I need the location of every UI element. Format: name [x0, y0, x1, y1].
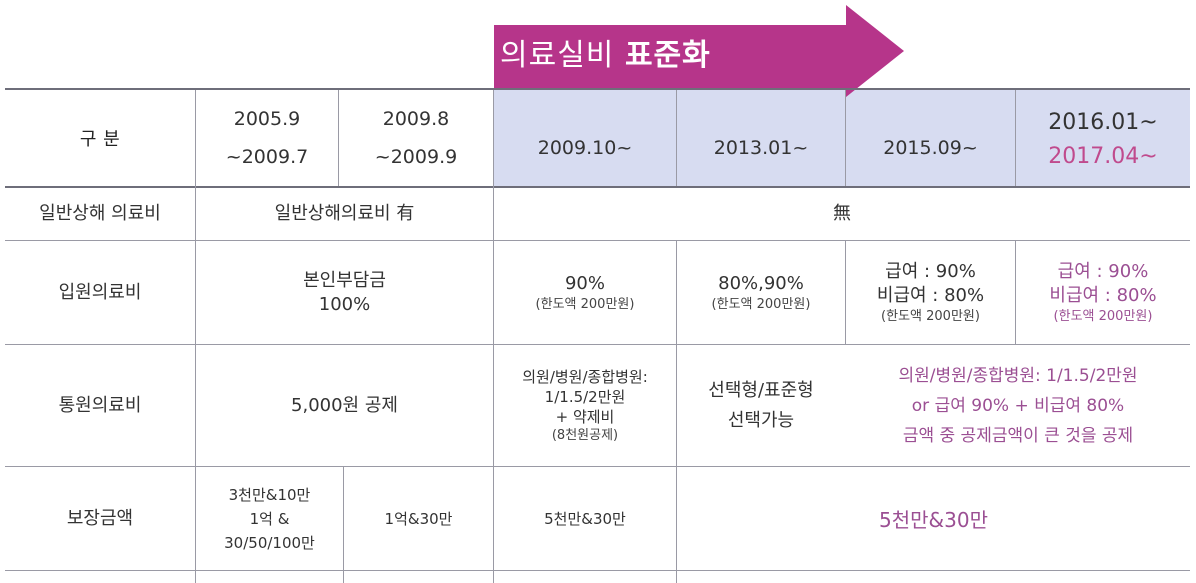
row-inpatient-left-line2: 100% [318, 293, 371, 315]
standardization-arrow [494, 5, 904, 97]
header-col-2005-end: ~2009.7 [225, 146, 309, 168]
row-coverage-c1-line1: 3천만&10만 [228, 485, 311, 504]
row-inpatient-c5-limit: (한도액 200만원) [881, 308, 980, 324]
vline-c1 [338, 90, 339, 186]
row-outpatient-c56-line1: 의원/병원/종합병원: 1/1.5/2만원 [898, 365, 1138, 386]
row-outpatient-label-text: 통원의료비 [58, 394, 142, 416]
row-coverage-c1-line3: 30/50/100만 [224, 533, 315, 552]
header-col-2016-start: 2016.01~ [1048, 110, 1158, 135]
row-coverage-c2-text: 1억&30만 [384, 509, 453, 528]
header-col-2009-8: 2009.8 ~2009.9 [339, 90, 493, 186]
row-injury-right: 無 [494, 188, 1190, 240]
row-inpatient-label-text: 입원의료비 [58, 281, 142, 303]
rule-row1 [5, 240, 1190, 241]
vline-c5b [1015, 240, 1016, 344]
vline-c3 [676, 90, 677, 186]
header-col-2005-start: 2005.9 [233, 108, 301, 130]
row-inpatient-label: 입원의료비 [5, 241, 195, 344]
row-outpatient-c4-line2: 선택가능 [727, 409, 795, 431]
header-row-label: 구 분 [5, 90, 195, 186]
row-inpatient-c5-noncovered: 비급여 : 80% [876, 284, 985, 306]
header-tint-standardized [494, 90, 1190, 186]
row-injury-label-text: 일반상해 의료비 [39, 203, 161, 224]
rule-row4 [5, 570, 1190, 571]
row-inpatient-c3-limit: (한도액 200만원) [535, 296, 635, 312]
row-inpatient-c4-limit: (한도액 200만원) [711, 296, 811, 312]
vline-c1b [343, 466, 344, 583]
row-outpatient-c56-line3: 금액 중 공제금액이 큰 것을 공제 [902, 425, 1134, 446]
row-coverage-c3: 5천만&30만 [494, 467, 676, 570]
row-outpatient-c3: 의원/병원/종합병원: 1/1.5/2만원 + 약제비 (8천원공제) [494, 345, 676, 466]
rule-row3 [5, 466, 1190, 467]
row-inpatient-left: 본인부담금 100% [196, 241, 493, 344]
header-col-2009-10: 2009.10~ [494, 110, 676, 186]
header-col-2013: 2013.01~ [677, 110, 845, 186]
row-inpatient-c4-value: 80%,90% [718, 272, 804, 294]
row-inpatient-c6: 급여 : 90% 비급여 : 80% (한도액 200만원) [1016, 241, 1190, 344]
row-coverage-c456-text: 5천만&30만 [879, 508, 988, 532]
row-outpatient-c56-line2: or 급여 90% + 비급여 80% [911, 395, 1125, 416]
row-inpatient-left-line1: 본인부담금 [303, 269, 386, 291]
header-col-2016-end: 2017.04~ [1048, 144, 1158, 169]
row-injury-left-text: 일반상해의료비 有 [274, 203, 415, 224]
row-inpatient-c5-covered: 급여 : 90% [885, 260, 976, 282]
row-outpatient-c3-line3: + 약제비 [555, 407, 615, 426]
row-outpatient-c56: 의원/병원/종합병원: 1/1.5/2만원 or 급여 90% + 비급여 80… [846, 345, 1190, 466]
vline-c4 [845, 90, 846, 186]
row-inpatient-c3-value: 90% [564, 272, 605, 294]
row-coverage-c456: 5천만&30만 [677, 467, 1190, 570]
row-injury-label: 일반상해 의료비 [5, 188, 195, 240]
row-inpatient-c3: 90% (한도액 200만원) [494, 241, 676, 344]
header-col-2009-8-start: 2009.8 [382, 108, 450, 130]
banner-label: 의료실비 표준화 [500, 30, 840, 74]
row-injury-right-text: 無 [833, 203, 851, 224]
banner-label-bold: 표준화 [624, 38, 711, 73]
row-inpatient-c5: 급여 : 90% 비급여 : 80% (한도액 200만원) [846, 241, 1015, 344]
rule-row2 [5, 344, 1190, 345]
rule-top [5, 88, 1190, 90]
row-coverage-c2: 1억&30만 [344, 467, 493, 570]
vline-c5 [1015, 90, 1016, 186]
row-outpatient-c4-line1: 선택형/표준형 [708, 379, 814, 401]
row-coverage-c1: 3천만&10만 1억 & 30/50/100만 [196, 467, 343, 570]
header-col-2009-10-text: 2009.10~ [537, 137, 633, 159]
row-coverage-label: 보장금액 [5, 467, 195, 570]
row-outpatient-label: 통원의료비 [5, 345, 195, 466]
header-col-2009-8-end: ~2009.9 [374, 146, 458, 168]
header-row-label-text: 구 분 [79, 129, 121, 150]
row-coverage-c3-text: 5천만&30만 [544, 509, 626, 528]
row-coverage-c1-line2: 1억 & [249, 509, 290, 528]
row-outpatient-c3-line4: (8천원공제) [551, 427, 619, 443]
vline-c4b [845, 240, 846, 344]
header-col-2015-text: 2015.09~ [883, 137, 978, 159]
row-outpatient-left: 5,000원 공제 [196, 345, 493, 466]
header-col-2015: 2015.09~ [846, 110, 1015, 186]
rule-header-bottom [5, 186, 1190, 188]
row-inpatient-c6-covered: 급여 : 90% [1057, 260, 1149, 282]
row-coverage-label-text: 보장금액 [66, 507, 134, 529]
row-outpatient-c3-line1: 의원/병원/종합병원: [522, 367, 648, 386]
row-outpatient-c4: 선택형/표준형 선택가능 [677, 345, 845, 466]
header-col-2005: 2005.9 ~2009.7 [196, 90, 338, 186]
header-col-2016: 2016.01~ 2017.04~ [1016, 94, 1190, 186]
row-inpatient-c6-noncovered: 비급여 : 80% [1049, 284, 1157, 306]
row-outpatient-c3-line2: 1/1.5/2만원 [544, 387, 626, 406]
row-inpatient-c4: 80%,90% (한도액 200만원) [677, 241, 845, 344]
row-injury-left: 일반상해의료비 有 [196, 188, 493, 240]
vline-label [195, 90, 196, 583]
vline-c3b [676, 240, 677, 583]
row-inpatient-c6-limit: (한도액 200만원) [1053, 308, 1153, 324]
banner-label-normal: 의료실비 [500, 38, 625, 73]
row-outpatient-left-text: 5,000원 공제 [291, 394, 398, 416]
header-col-2013-text: 2013.01~ [713, 137, 809, 159]
vline-c2 [493, 90, 494, 583]
